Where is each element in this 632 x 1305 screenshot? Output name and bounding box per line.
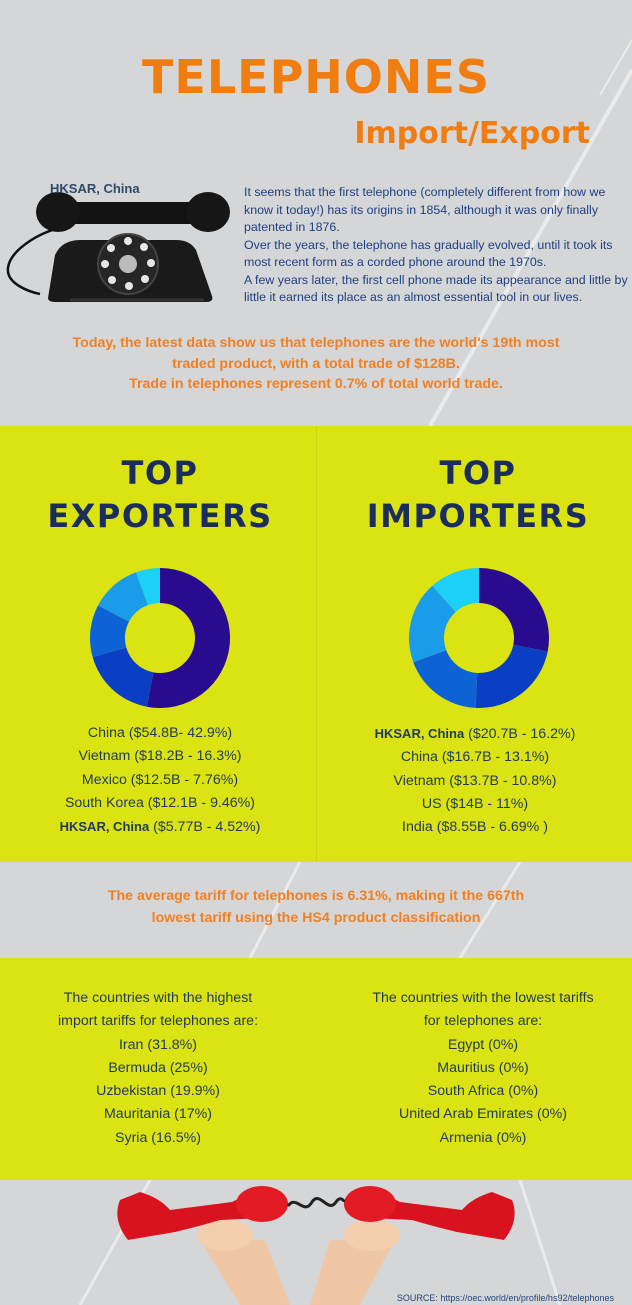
list-item-value: ($20.7B - 16.2%) xyxy=(464,726,576,742)
heading-line: EXPORTERS xyxy=(47,497,273,535)
list-item: South Africa (0%) xyxy=(427,1083,539,1100)
intro-paragraph: A few years later, the first cell phone … xyxy=(244,272,628,305)
page-title: TELEPHONES xyxy=(142,50,490,104)
highest-tariffs-list: The countries with the highest import ta… xyxy=(0,987,316,1150)
heading-line: TOP xyxy=(121,454,199,492)
list-item: Vietnam ($13.7B - 10.8%) xyxy=(393,772,557,789)
list-item: HKSAR, China ($5.77B - 4.52%) xyxy=(0,815,320,839)
list-item: China ($54.8B- 42.9%) xyxy=(87,725,233,741)
donut-slice-hksar-china xyxy=(479,568,549,652)
list-item: Iran (31.8%) xyxy=(118,1036,198,1053)
list-item: Mauritius (0%) xyxy=(437,1059,529,1076)
image-label: HKSAR, China xyxy=(50,181,140,196)
list-intro: The countries with the lowest tariffs xyxy=(372,990,594,1006)
donut-slice-india xyxy=(432,568,479,612)
donut-slice-china xyxy=(475,644,548,708)
list-item-bold: HKSAR, China xyxy=(59,819,150,835)
list-item: Vietnam ($18.2B - 16.3%) xyxy=(78,748,242,765)
highlight-line: Trade in telephones represent 0.7% of to… xyxy=(129,376,503,392)
top-traders-section: TOP EXPORTERS TOP IMPORTERS China ($54.8… xyxy=(0,426,632,862)
list-intro: The countries with the highest xyxy=(63,990,253,1006)
heading-line: TOP xyxy=(439,454,517,492)
importers-heading: TOP IMPORTERS xyxy=(318,452,632,538)
donut-slice-china xyxy=(146,568,230,708)
donut-slice-south-korea xyxy=(98,572,148,622)
donut-slice-hksar-china xyxy=(135,568,160,606)
average-tariff-note: The average tariff for telephones is 6.3… xyxy=(60,885,572,929)
highlight-line: Today, the latest data show us that tele… xyxy=(72,335,560,351)
list-item: Uzbekistan (19.9%) xyxy=(96,1083,220,1100)
list-item: Mexico ($12.5B - 7.76%) xyxy=(81,771,239,788)
list-intro: for telephones are: xyxy=(423,1013,543,1030)
column-divider xyxy=(316,426,317,862)
donut-slice-vietnam xyxy=(92,647,154,707)
importers-list: HKSAR, China ($20.7B - 16.2%) China ($16… xyxy=(318,722,632,839)
list-item-bold: HKSAR, China xyxy=(374,726,465,741)
list-item: Bermuda (25%) xyxy=(108,1059,208,1076)
note-line: lowest tariff using the HS4 product clas… xyxy=(151,910,481,926)
heading-line: IMPORTERS xyxy=(366,497,590,535)
intro-paragraph: It seems that the first telephone (compl… xyxy=(244,185,606,234)
source-citation: SOURCE: https://oec.world/en/profile/hs9… xyxy=(396,1293,614,1303)
rotary-phone-icon xyxy=(6,192,230,302)
donut-slice-vietnam xyxy=(413,650,478,708)
list-item: South Korea ($12.1B - 9.46%) xyxy=(64,794,256,811)
list-intro: import tariffs for telephones are: xyxy=(57,1013,259,1030)
list-item: India ($8.55B - 6.69% ) xyxy=(402,819,548,836)
lowest-tariffs-list: The countries with the lowest tariffs fo… xyxy=(326,987,632,1150)
page-subtitle: Import/Export xyxy=(354,116,590,151)
trade-highlight: Today, the latest data show us that tele… xyxy=(40,333,592,395)
intro-text: It seems that the first telephone (compl… xyxy=(244,184,629,307)
list-item: US ($14B - 11%) xyxy=(421,795,529,812)
list-item: United Arab Emirates (0%) xyxy=(399,1106,567,1123)
list-item: Armenia (0%) xyxy=(439,1129,527,1146)
exporters-list: China ($54.8B- 42.9%) Vietnam ($18.2B - … xyxy=(0,722,320,839)
list-item: Syria (16.5%) xyxy=(115,1129,201,1146)
note-line: The average tariff for telephones is 6.3… xyxy=(107,888,525,904)
list-item: Mauritania (17%) xyxy=(103,1106,213,1123)
list-item-value: ($5.77B - 4.52%) xyxy=(149,819,261,836)
list-item: HKSAR, China ($20.7B - 16.2%) xyxy=(318,722,632,746)
importers-donut-chart xyxy=(409,568,549,708)
exporters-heading: TOP EXPORTERS xyxy=(0,452,320,538)
highlight-line: traded product, with a total trade of $1… xyxy=(172,355,460,372)
exporters-donut-chart xyxy=(89,568,230,708)
list-item: China ($16.7B - 13.1%) xyxy=(400,749,550,766)
hands-with-receivers-icon xyxy=(117,1186,515,1305)
donut-slice-us xyxy=(409,585,456,663)
donut-slice-mexico xyxy=(89,605,130,658)
intro-paragraph: Over the years, the telephone has gradua… xyxy=(244,237,613,270)
list-item: Egypt (0%) xyxy=(447,1036,519,1053)
tariffs-section: The countries with the highest import ta… xyxy=(0,958,632,1180)
